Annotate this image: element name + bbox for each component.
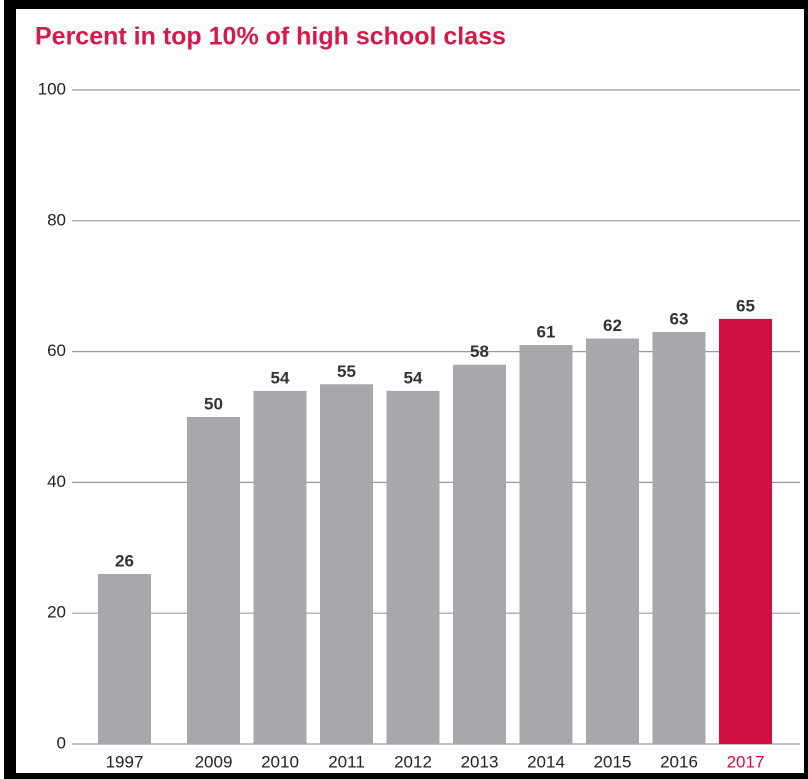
bar <box>320 384 373 744</box>
y-tick-label: 40 <box>47 472 66 491</box>
y-tick-label: 100 <box>38 79 66 98</box>
bar <box>586 339 639 744</box>
chart: Percent in top 10% of high school class … <box>0 0 808 779</box>
bar <box>719 319 772 744</box>
y-tick-label: 20 <box>47 603 66 622</box>
bar <box>187 417 240 744</box>
y-tick-label: 60 <box>47 341 66 360</box>
value-label: 54 <box>271 368 290 387</box>
bar <box>254 391 307 744</box>
chart-title: Percent in top 10% of high school class <box>35 23 506 51</box>
value-label: 62 <box>603 316 622 335</box>
value-label: 50 <box>204 394 223 413</box>
x-tick-label: 2012 <box>394 752 432 771</box>
bar <box>453 365 506 744</box>
y-tick-label: 0 <box>57 733 66 752</box>
x-tick-label: 2016 <box>660 752 698 771</box>
x-tick-label: 2014 <box>527 752 565 771</box>
value-label: 26 <box>115 551 134 570</box>
x-tick-label: 2015 <box>594 752 632 771</box>
page: Percent in top 10% of high school class … <box>0 0 808 779</box>
x-tick-label: 2013 <box>461 752 499 771</box>
x-tick-label: 2009 <box>195 752 233 771</box>
bar <box>387 391 440 744</box>
x-tick-label: 2010 <box>261 752 299 771</box>
x-tick-label: 2017 <box>727 752 765 771</box>
value-label: 54 <box>404 368 423 387</box>
bar <box>520 345 573 744</box>
value-label: 61 <box>537 323 556 342</box>
bar <box>98 574 151 744</box>
y-tick-label: 80 <box>47 210 66 229</box>
x-tick-label: 2011 <box>328 752 365 771</box>
value-label: 55 <box>337 362 356 381</box>
value-label: 63 <box>670 309 689 328</box>
bar <box>653 332 706 744</box>
x-tick-label: 1997 <box>106 752 144 771</box>
value-label: 58 <box>470 342 489 361</box>
value-label: 65 <box>736 296 755 315</box>
